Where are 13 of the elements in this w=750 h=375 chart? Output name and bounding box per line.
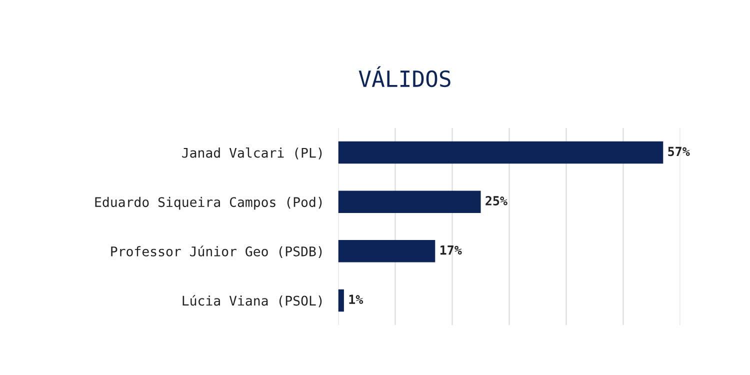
y-tick-label: Lúcia Viana (PSOL) <box>182 294 322 308</box>
data-label: 17% <box>440 245 462 255</box>
bar <box>338 240 436 262</box>
data-label: 1% <box>349 294 364 304</box>
bar <box>338 190 481 213</box>
y-tick-label: Janad Valcari (PL) <box>182 147 322 160</box>
data-label: 57% <box>668 146 690 156</box>
chart-title: VÁLIDOS <box>358 66 450 88</box>
bar <box>338 141 664 164</box>
y-tick-label: Professor Júnior Geo (PSDB) <box>111 246 322 258</box>
y-tick-label: Eduardo Siqueira Campos (Pod) <box>95 196 322 210</box>
data-label: 25% <box>486 196 508 206</box>
bar <box>338 289 344 312</box>
